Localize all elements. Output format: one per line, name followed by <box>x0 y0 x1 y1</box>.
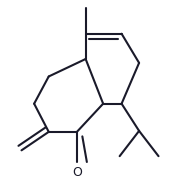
Text: O: O <box>72 166 82 179</box>
